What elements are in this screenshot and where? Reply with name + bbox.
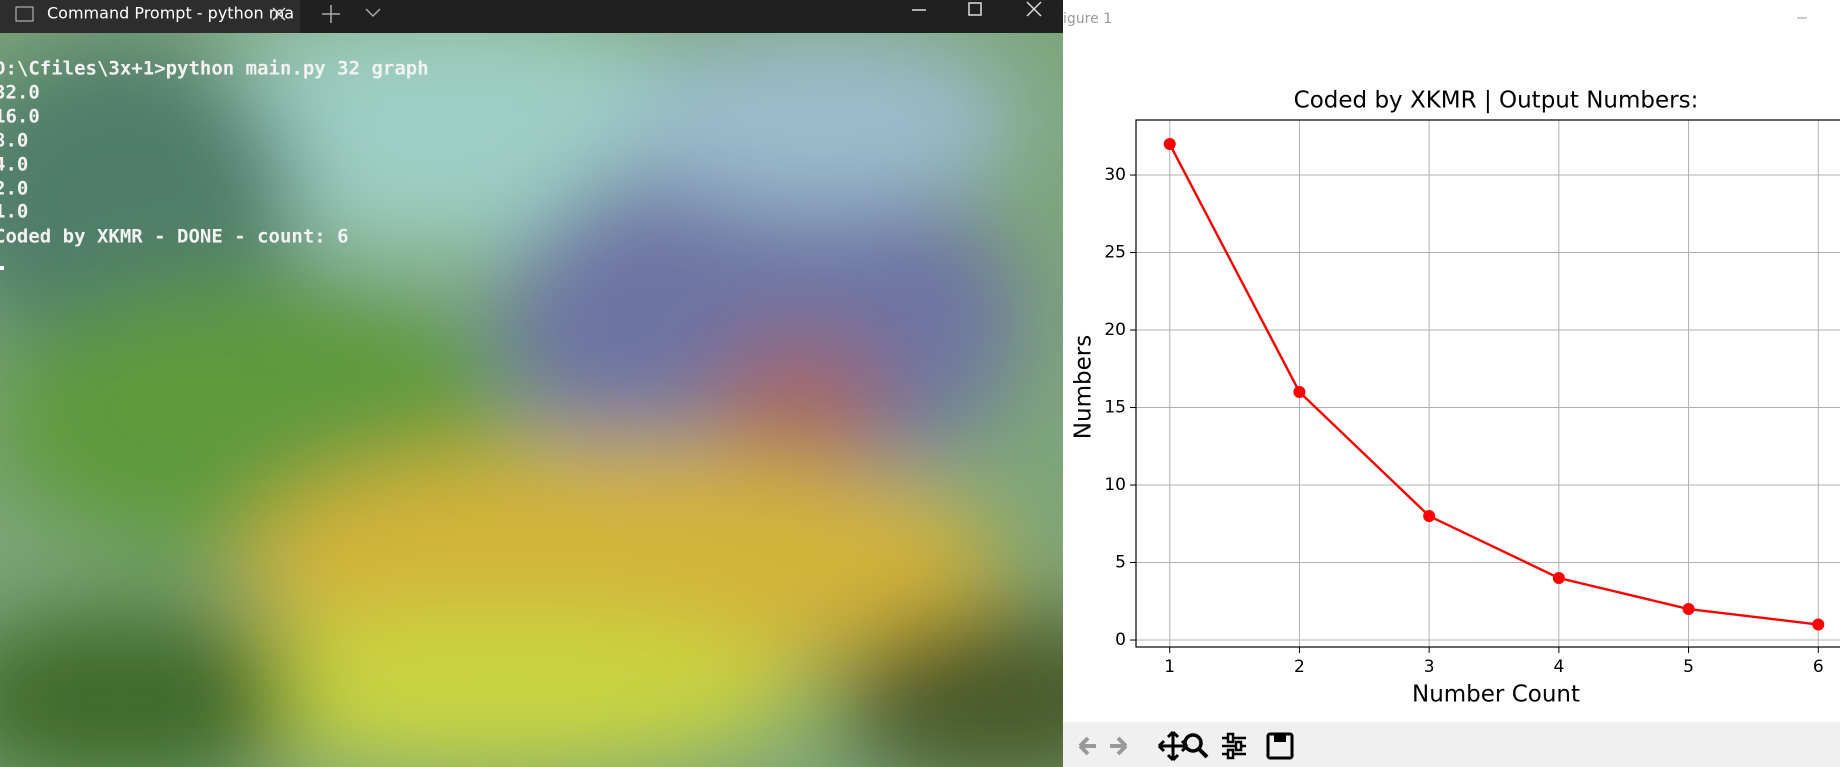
data-point [1163,138,1176,151]
configure-button[interactable] [1222,732,1246,760]
y-tick-label: 5 [1115,553,1126,573]
x-tick-label: 5 [1683,657,1694,677]
x-tick-label: 6 [1813,657,1824,677]
figure-window: Figure 1 Coded by XKMR | Output Numbers:… [1056,0,1840,767]
data-point [1552,572,1565,585]
terminal-line: 8.0 [0,130,28,152]
terminal-output: D:\Cfiles\3x+1>python main.py 32 graph32… [0,58,429,248]
toolbar [1063,722,1840,767]
y-tick-label: 15 [1104,398,1126,418]
terminal-line: 16.0 [0,106,40,128]
y-tick-label: 30 [1104,165,1126,185]
data-point [1812,618,1825,631]
y-axis-label: Numbers [1071,335,1097,439]
terminal-tab[interactable] [0,0,300,33]
figure-title: Figure 1 [1056,11,1112,27]
new-tab[interactable] [322,5,340,23]
terminal-line: 32.0 [0,82,40,104]
cursor [0,266,4,270]
forward-button[interactable] [1110,736,1128,756]
data-point [1423,510,1436,523]
tab-title[interactable]: Command Prompt - python ma [47,4,294,23]
save-button[interactable] [1266,732,1294,760]
tab-close[interactable] [272,7,286,21]
x-tick-label: 3 [1424,657,1435,677]
terminal-background [0,33,1063,767]
data-point [1682,603,1695,616]
close[interactable] [1026,1,1042,17]
figure-background [1063,0,1840,767]
maximize[interactable] [968,2,982,16]
terminal-line: 4.0 [0,154,28,176]
terminal-line: 1.0 [0,201,28,223]
tab-icon [15,6,34,22]
x-axis-label: Number Count [1412,682,1580,708]
x-tick-label: 1 [1164,657,1175,677]
chart: Coded by XKMR | Output Numbers: Number C… [1071,88,1840,708]
terminal-line: 2.0 [0,178,28,200]
tab-dropdown[interactable] [365,8,381,18]
data-line [1168,143,1819,626]
back-button[interactable] [1078,736,1096,756]
y-tick-label: 25 [1104,243,1126,263]
terminal-line: D:\Cfiles\3x+1>python main.py 32 graph [0,58,429,80]
y-tick-label: 0 [1115,630,1126,650]
zoom-button[interactable] [1183,733,1209,759]
chart-title: Coded by XKMR | Output Numbers: [1294,88,1699,114]
axes-frame [1135,119,1840,648]
y-tick-label: 20 [1104,320,1126,340]
x-tick-label: 4 [1553,657,1564,677]
data-point [1293,386,1306,399]
y-tick-label: 10 [1104,475,1126,495]
terminal-line: Coded by XKMR - DONE - count: 6 [0,226,349,248]
x-tick-label: 2 [1294,657,1305,677]
